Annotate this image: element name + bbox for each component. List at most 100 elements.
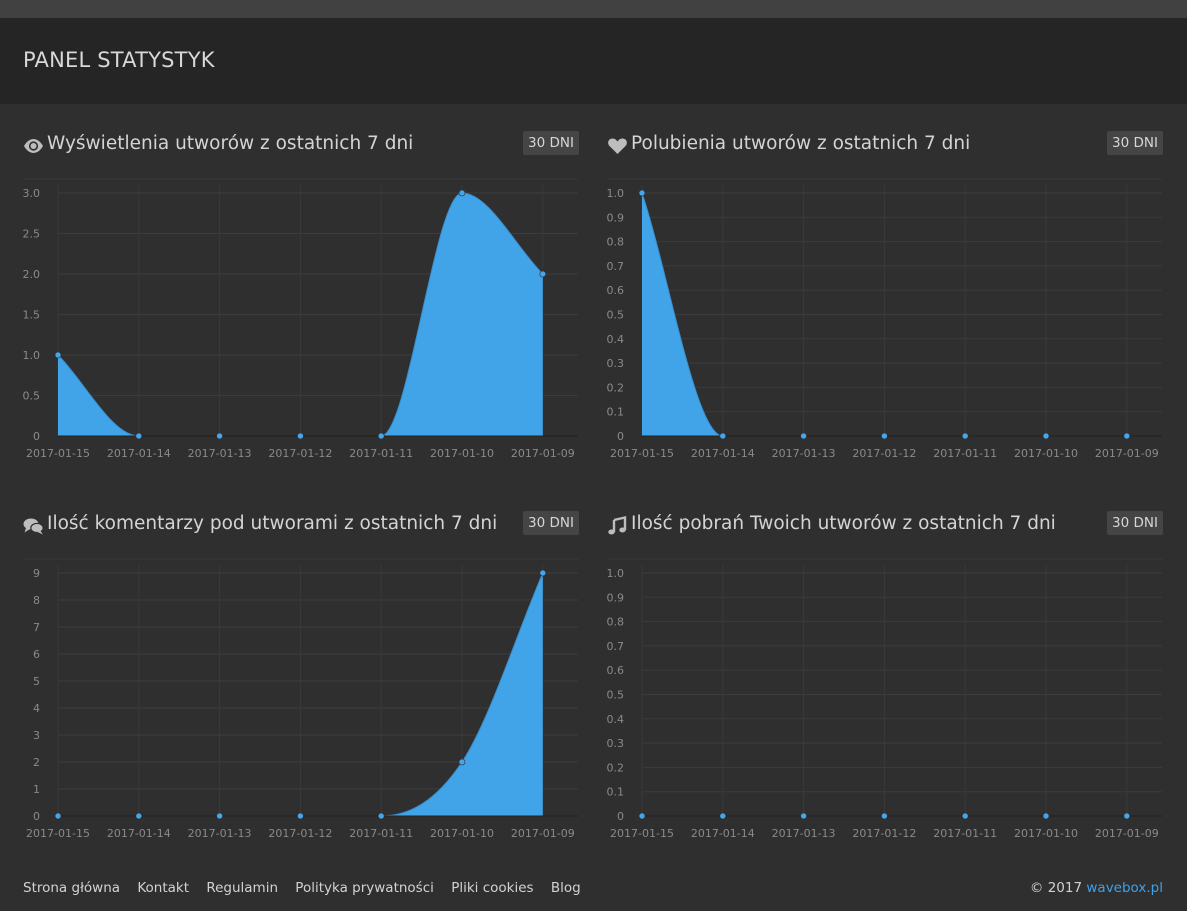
data-point[interactable] bbox=[458, 189, 466, 197]
footer-link-terms[interactable]: Regulamin bbox=[206, 880, 278, 896]
x-tick-label: 2017-01-13 bbox=[772, 447, 836, 460]
data-point[interactable] bbox=[638, 189, 646, 197]
y-tick-label: 0.7 bbox=[607, 640, 624, 653]
series-area bbox=[642, 193, 1127, 436]
x-tick-label: 2017-01-15 bbox=[610, 447, 674, 460]
heart-icon bbox=[607, 136, 627, 156]
y-tick-label: 6 bbox=[33, 648, 40, 661]
downloads-chart: 0 0.1 0.2 0.3 0.4 0.5 0.6 0.7 0.8 0.9 1.0 2017-01-1… bbox=[607, 558, 1162, 840]
y-tick-label: 0.8 bbox=[607, 616, 624, 629]
x-tick-label: 2017-01-12 bbox=[852, 447, 916, 460]
data-point[interactable] bbox=[961, 812, 969, 820]
period-toggle-button[interactable]: 30 DNI bbox=[523, 511, 579, 535]
y-tick-label: 0.6 bbox=[607, 664, 624, 677]
panel-title: Wyświetlenia utworów z ostatnich 7 dni bbox=[47, 133, 414, 154]
footer-link-cookies[interactable]: Pliki cookies bbox=[451, 880, 534, 896]
top-strip bbox=[0, 0, 1187, 18]
data-point[interactable] bbox=[377, 432, 385, 440]
data-point[interactable] bbox=[638, 812, 646, 820]
data-point[interactable] bbox=[135, 432, 143, 440]
data-point[interactable] bbox=[135, 812, 143, 820]
y-tick-label: 0.5 bbox=[23, 390, 40, 403]
y-tick-label: 0.5 bbox=[607, 309, 624, 322]
data-point[interactable] bbox=[539, 270, 547, 278]
data-point[interactable] bbox=[1042, 432, 1050, 440]
period-toggle-button[interactable]: 30 DNI bbox=[523, 131, 579, 155]
footer-link-privacy[interactable]: Polityka prywatności bbox=[295, 880, 434, 896]
y-tick-label: 3 bbox=[33, 729, 40, 742]
x-tick-label: 2017-01-11 bbox=[933, 447, 997, 460]
y-tick-label: 0.4 bbox=[607, 333, 624, 346]
y-tick-label: 1.5 bbox=[23, 309, 40, 322]
data-point[interactable] bbox=[719, 432, 727, 440]
music-icon bbox=[607, 516, 627, 536]
y-tick-label: 0 bbox=[33, 430, 40, 443]
data-point[interactable] bbox=[54, 812, 62, 820]
panel-header: Ilość pobrań Twoich utworów z ostatnich … bbox=[607, 511, 1163, 543]
x-tick-label: 2017-01-13 bbox=[188, 827, 252, 840]
panel-title: Ilość pobrań Twoich utworów z ostatnich … bbox=[631, 513, 1056, 534]
data-point[interactable] bbox=[800, 432, 807, 440]
y-tick-label: 1.0 bbox=[607, 567, 624, 580]
x-tick-label: 2017-01-13 bbox=[188, 447, 252, 460]
panel-header: Wyświetlenia utworów z ostatnich 7 dni 3… bbox=[23, 131, 579, 163]
x-tick-label: 2017-01-09 bbox=[1095, 447, 1159, 460]
data-point[interactable] bbox=[297, 812, 304, 820]
footer-link-blog[interactable]: Blog bbox=[550, 880, 581, 896]
x-tick-label: 2017-01-14 bbox=[107, 827, 171, 840]
y-tick-label: 2.0 bbox=[23, 268, 40, 281]
data-point[interactable] bbox=[881, 432, 888, 440]
series-area bbox=[58, 573, 543, 816]
comments-panel: Ilość komentarzy pod utworami z ostatnic… bbox=[23, 511, 579, 853]
data-point[interactable] bbox=[719, 812, 727, 820]
x-tick-label: 2017-01-10 bbox=[430, 447, 494, 460]
data-point[interactable] bbox=[1123, 812, 1131, 820]
footer-link-contact[interactable]: Kontakt bbox=[137, 880, 190, 896]
y-tick-label: 0 bbox=[33, 810, 40, 823]
data-point[interactable] bbox=[216, 812, 223, 820]
data-point[interactable] bbox=[216, 432, 223, 440]
data-point[interactable] bbox=[54, 351, 62, 359]
footer: Strona główna Kontakt Regulamin Polityka… bbox=[0, 868, 1187, 911]
data-point[interactable] bbox=[1042, 812, 1050, 820]
y-tick-label: 0 bbox=[617, 810, 624, 823]
x-tick-label: 2017-01-09 bbox=[1095, 827, 1159, 840]
period-toggle-button[interactable]: 30 DNI bbox=[1107, 131, 1163, 155]
copyright-text: © 2017 bbox=[1029, 880, 1087, 896]
data-point[interactable] bbox=[458, 758, 466, 766]
page-header: PANEL STATYSTYK bbox=[0, 18, 1187, 104]
y-tick-label: 0.7 bbox=[607, 260, 624, 273]
x-tick-label: 2017-01-14 bbox=[691, 447, 755, 460]
x-tick-label: 2017-01-09 bbox=[511, 447, 575, 460]
likes-panel: Polubienia utworów z ostatnich 7 dni 30 … bbox=[607, 131, 1163, 473]
y-tick-label: 0.4 bbox=[607, 713, 624, 726]
data-point[interactable] bbox=[800, 812, 807, 820]
data-point[interactable] bbox=[881, 812, 888, 820]
y-tick-label: 1.0 bbox=[23, 349, 40, 362]
y-tick-label: 8 bbox=[33, 594, 40, 607]
x-tick-label: 2017-01-14 bbox=[107, 447, 171, 460]
data-point[interactable] bbox=[539, 569, 547, 577]
y-tick-label: 0.2 bbox=[607, 381, 624, 394]
period-toggle-button[interactable]: 30 DNI bbox=[1107, 511, 1163, 535]
y-tick-label: 7 bbox=[33, 621, 40, 634]
y-tick-label: 0.9 bbox=[607, 211, 624, 224]
y-tick-label: 9 bbox=[33, 567, 40, 580]
downloads-panel: Ilość pobrań Twoich utworów z ostatnich … bbox=[607, 511, 1163, 853]
data-point[interactable] bbox=[297, 432, 304, 440]
data-point[interactable] bbox=[1123, 432, 1131, 440]
y-tick-label: 0.1 bbox=[607, 786, 624, 799]
x-tick-label: 2017-01-11 bbox=[349, 447, 413, 460]
data-point[interactable] bbox=[377, 812, 385, 820]
data-point[interactable] bbox=[961, 432, 969, 440]
y-tick-label: 1.0 bbox=[607, 187, 624, 200]
likes-chart: 0 0.1 0.2 0.3 0.4 0.5 0.6 0.7 0.8 0.9 1.0 2017-01-1… bbox=[607, 178, 1162, 460]
brand-link[interactable]: wavebox.pl bbox=[1086, 880, 1163, 896]
footer-links: Strona główna Kontakt Regulamin Polityka… bbox=[23, 880, 594, 896]
footer-link-home[interactable]: Strona główna bbox=[23, 880, 121, 896]
panel-title: Ilość komentarzy pod utworami z ostatnic… bbox=[47, 513, 498, 534]
copyright: © 2017 wavebox.pl bbox=[1030, 880, 1163, 896]
x-tick-label: 2017-01-12 bbox=[852, 827, 916, 840]
y-tick-label: 0.3 bbox=[607, 737, 624, 750]
y-tick-label: 3.0 bbox=[23, 187, 40, 200]
